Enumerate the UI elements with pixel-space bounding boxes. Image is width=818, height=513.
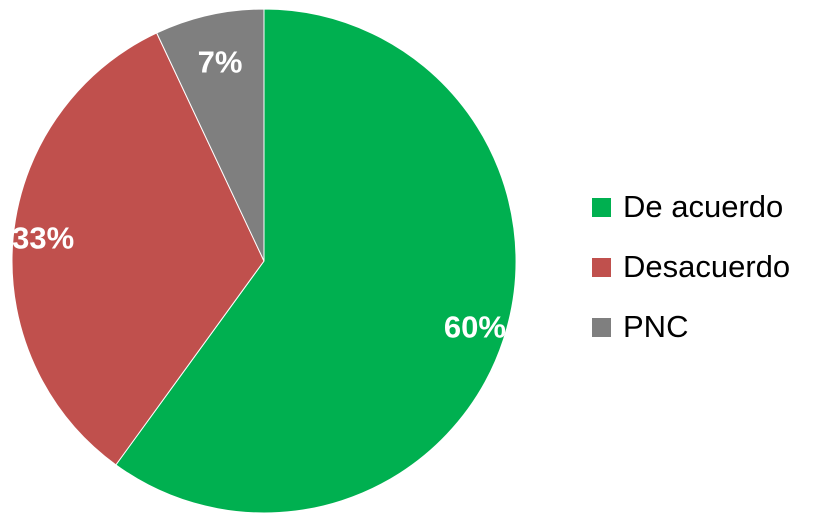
legend-label-pnc: PNC <box>623 309 689 344</box>
legend-swatch-pnc <box>592 317 611 337</box>
pie-data-labels: 60% 33% 7% <box>12 44 506 344</box>
data-label-pnc: 7% <box>198 44 243 79</box>
legend-item-desacuerdo: Desacuerdo <box>592 237 812 297</box>
pie-slice-pnc <box>156 8 265 262</box>
legend-swatch-desacuerdo <box>592 257 611 277</box>
legend-swatch-de-acuerdo <box>592 197 611 217</box>
pie-slice-de-acuerdo <box>115 8 517 513</box>
pie-slices <box>11 8 517 513</box>
legend-item-pnc: PNC <box>592 297 812 357</box>
data-label-de-acuerdo: 60% <box>444 310 506 345</box>
data-label-desacuerdo: 33% <box>12 220 74 255</box>
legend-label-desacuerdo: Desacuerdo <box>623 249 791 284</box>
legend: De acuerdo Desacuerdo PNC <box>592 177 812 357</box>
pie-slice-desacuerdo <box>11 32 265 466</box>
legend-label-de-acuerdo: De acuerdo <box>623 189 784 224</box>
legend-item-de-acuerdo: De acuerdo <box>592 177 812 237</box>
